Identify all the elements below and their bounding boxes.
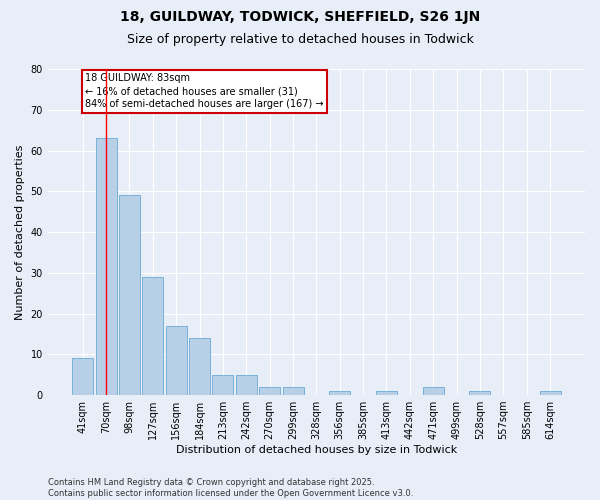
Bar	[469, 391, 490, 395]
Bar	[212, 374, 233, 395]
Bar	[119, 196, 140, 395]
Bar	[259, 387, 280, 395]
Bar	[142, 277, 163, 395]
Bar	[423, 387, 444, 395]
Bar	[166, 326, 187, 395]
Bar	[539, 391, 560, 395]
Text: 18, GUILDWAY, TODWICK, SHEFFIELD, S26 1JN: 18, GUILDWAY, TODWICK, SHEFFIELD, S26 1J…	[120, 10, 480, 24]
Bar	[329, 391, 350, 395]
Text: Contains HM Land Registry data © Crown copyright and database right 2025.
Contai: Contains HM Land Registry data © Crown c…	[48, 478, 413, 498]
Bar	[236, 374, 257, 395]
X-axis label: Distribution of detached houses by size in Todwick: Distribution of detached houses by size …	[176, 445, 457, 455]
Bar	[283, 387, 304, 395]
Bar	[376, 391, 397, 395]
Bar	[95, 138, 116, 395]
Y-axis label: Number of detached properties: Number of detached properties	[15, 144, 25, 320]
Text: Size of property relative to detached houses in Todwick: Size of property relative to detached ho…	[127, 32, 473, 46]
Text: 18 GUILDWAY: 83sqm
← 16% of detached houses are smaller (31)
84% of semi-detache: 18 GUILDWAY: 83sqm ← 16% of detached hou…	[85, 73, 323, 110]
Bar	[72, 358, 93, 395]
Bar	[189, 338, 210, 395]
